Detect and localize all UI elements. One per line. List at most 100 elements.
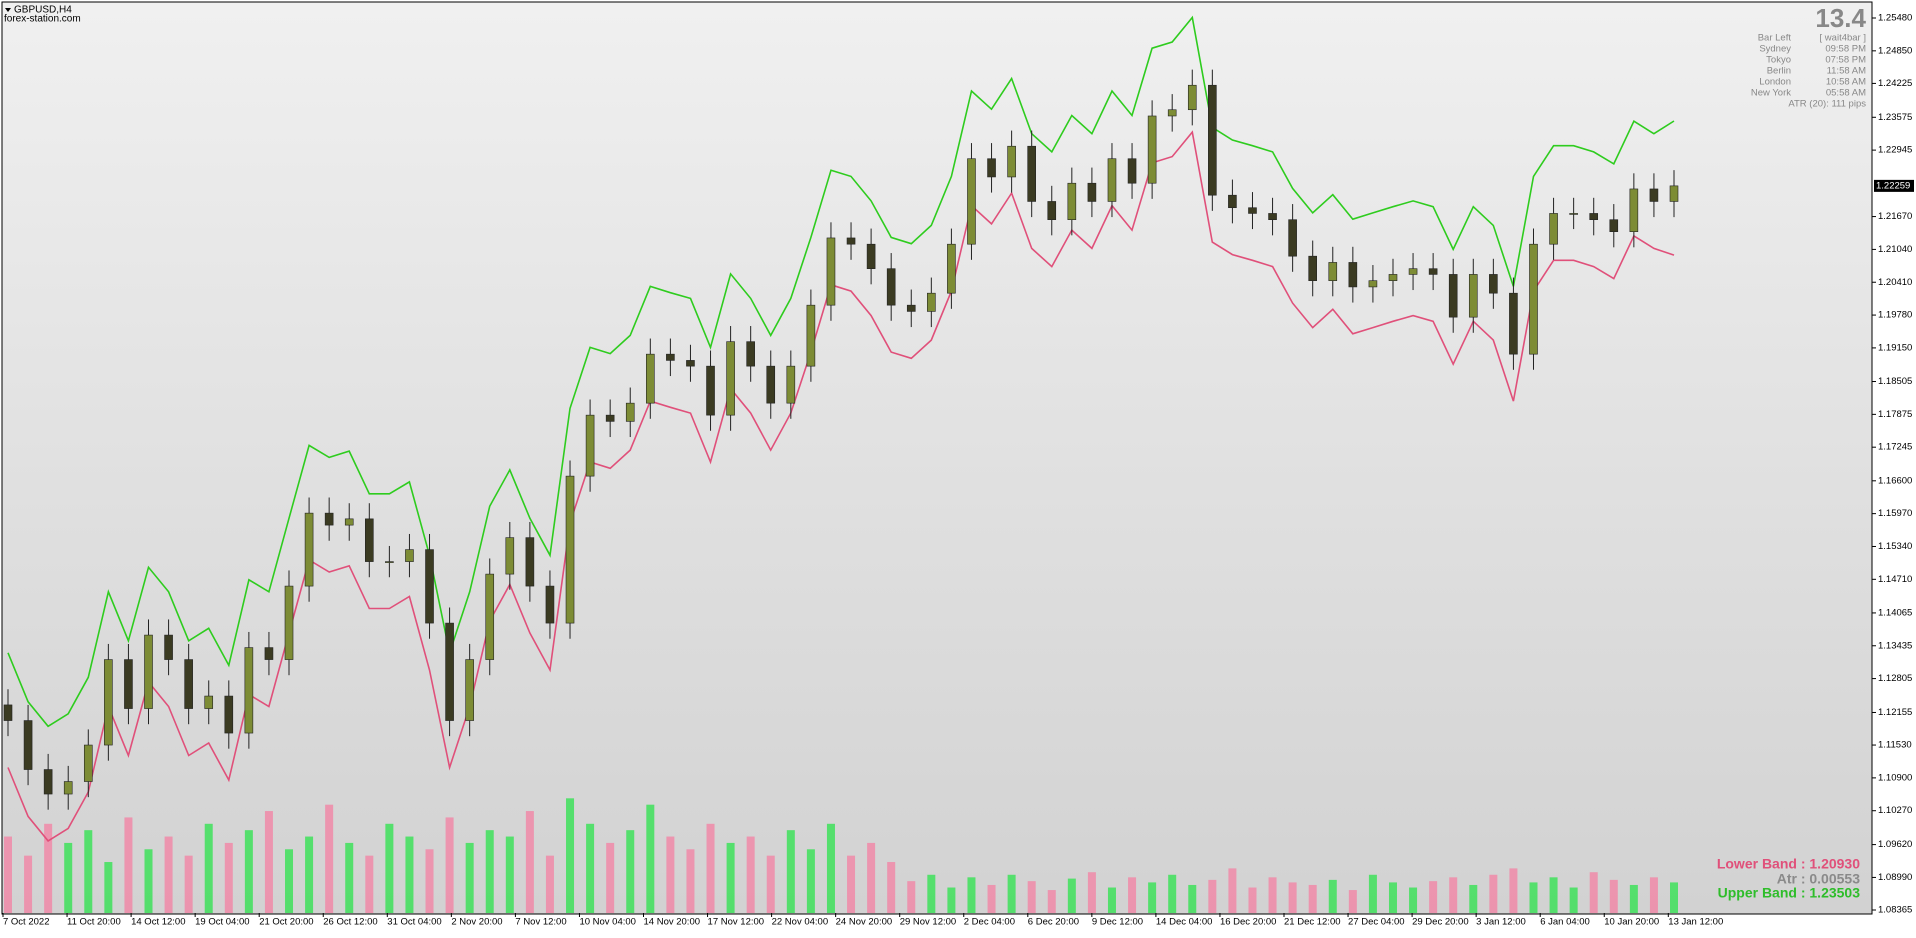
x-tick-label: 27 Dec 04:00 xyxy=(1348,917,1405,928)
candle-body xyxy=(43,769,53,795)
current-price: 1.22259 xyxy=(1876,180,1910,191)
volume-bar xyxy=(867,842,876,913)
info-value: 05:58 AM xyxy=(1826,88,1866,99)
spread: 13.4 xyxy=(1815,3,1866,33)
volume-bar xyxy=(746,836,755,913)
candle-body xyxy=(1208,84,1217,196)
candle-body xyxy=(445,622,454,721)
volume-bar xyxy=(1609,879,1618,913)
candle-body xyxy=(646,353,655,404)
x-tick-label: 7 Oct 2022 xyxy=(3,917,49,928)
x-tick-label: 21 Oct 20:00 xyxy=(259,917,313,928)
candle-body xyxy=(846,237,856,245)
candle-body xyxy=(1328,262,1338,281)
volume-bar xyxy=(405,836,414,913)
info-label: Sydney xyxy=(1759,44,1791,55)
volume-bar xyxy=(586,823,595,913)
candle-body xyxy=(1268,213,1277,220)
x-tick-label: 10 Nov 04:00 xyxy=(579,917,636,928)
candle-body xyxy=(83,744,93,782)
candle-body xyxy=(63,781,73,795)
candle-body xyxy=(224,695,234,734)
candle-body xyxy=(1549,213,1558,245)
candle-body xyxy=(1428,268,1438,275)
volume-bar xyxy=(525,811,534,913)
candle-body xyxy=(1047,201,1057,220)
candle-body xyxy=(1669,185,1679,202)
candle-body xyxy=(625,402,635,422)
y-tick-label: 1.18505 xyxy=(1878,376,1912,387)
volume-bar xyxy=(104,862,113,913)
candle-body xyxy=(1489,274,1498,294)
volume-bar xyxy=(1308,884,1317,913)
y-tick-label: 1.13435 xyxy=(1878,640,1912,651)
candle-body xyxy=(545,585,555,624)
candle-body xyxy=(385,561,394,563)
volume-bar xyxy=(806,849,815,913)
candle-body xyxy=(525,537,535,587)
volume-bar xyxy=(305,836,314,913)
x-tick-label: 7 Nov 12:00 xyxy=(515,917,566,928)
volume-bar xyxy=(1007,874,1016,913)
y-tick-label: 1.08990 xyxy=(1878,872,1912,883)
volume-bar xyxy=(1067,878,1076,913)
volume-bar xyxy=(766,855,775,913)
volume-bar xyxy=(285,849,294,913)
candle-body xyxy=(485,573,495,660)
candle-body xyxy=(1448,274,1458,318)
candle-body xyxy=(565,475,575,624)
y-tick-label: 1.19150 xyxy=(1878,342,1912,353)
volume-bar xyxy=(445,817,454,913)
volume-bar xyxy=(1348,890,1357,913)
volume-bar xyxy=(144,849,153,913)
x-tick-label: 6 Dec 20:00 xyxy=(1028,917,1079,928)
candle-body xyxy=(1228,194,1237,209)
x-tick-label: 11 Oct 20:00 xyxy=(67,917,121,928)
atr-legend: Atr : 0.00553 xyxy=(1777,871,1860,887)
candle-body xyxy=(1308,255,1317,281)
info-value: 11:58 AM xyxy=(1827,66,1867,77)
candle-body xyxy=(1569,213,1578,215)
plot-area xyxy=(1,1,1873,915)
volume-bar xyxy=(967,877,976,913)
candle-body xyxy=(947,243,956,294)
info-value: 09:58 PM xyxy=(1825,44,1866,55)
candle-body xyxy=(1127,158,1137,184)
candle-body xyxy=(806,304,816,367)
volume-bar xyxy=(786,830,795,913)
candle-body xyxy=(124,659,133,709)
volume-bar xyxy=(987,884,996,913)
volume-bar xyxy=(1589,872,1598,913)
candle-body xyxy=(1388,274,1398,281)
y-tick-label: 1.11530 xyxy=(1878,740,1912,751)
volume-bar xyxy=(1469,884,1478,913)
volume-bar xyxy=(184,855,193,913)
y-tick-label: 1.15970 xyxy=(1878,508,1912,519)
candle-body xyxy=(1629,188,1639,232)
volume-bar xyxy=(1087,872,1096,913)
volume-bar xyxy=(1449,877,1458,913)
volume-bar xyxy=(44,823,53,913)
lower-legend: Lower Band : 1.20930 xyxy=(1717,856,1860,872)
y-tick-label: 1.23575 xyxy=(1878,112,1912,123)
candle-body xyxy=(1147,115,1157,184)
candle-body xyxy=(1087,182,1097,202)
y-tick-label: 1.12155 xyxy=(1878,707,1912,718)
volume-bar xyxy=(726,842,735,913)
y-tick-label: 1.24850 xyxy=(1878,45,1912,56)
volume-bar xyxy=(1148,882,1157,913)
candle-body xyxy=(886,268,896,306)
y-tick-label: 1.08365 xyxy=(1878,905,1912,916)
volume-bar xyxy=(1509,868,1518,913)
atr-info: ATR (20): 111 pips xyxy=(1788,99,1866,110)
symbol: GBPUSD,H4 xyxy=(14,5,72,16)
volume-bar xyxy=(224,842,233,913)
volume-bar xyxy=(1328,879,1337,913)
candle-body xyxy=(1408,268,1418,275)
candle-body xyxy=(987,158,996,178)
volume-bar xyxy=(244,830,253,913)
volume-bar xyxy=(1429,881,1438,913)
volume-bar xyxy=(24,855,33,913)
x-tick-label: 21 Dec 12:00 xyxy=(1284,917,1341,928)
